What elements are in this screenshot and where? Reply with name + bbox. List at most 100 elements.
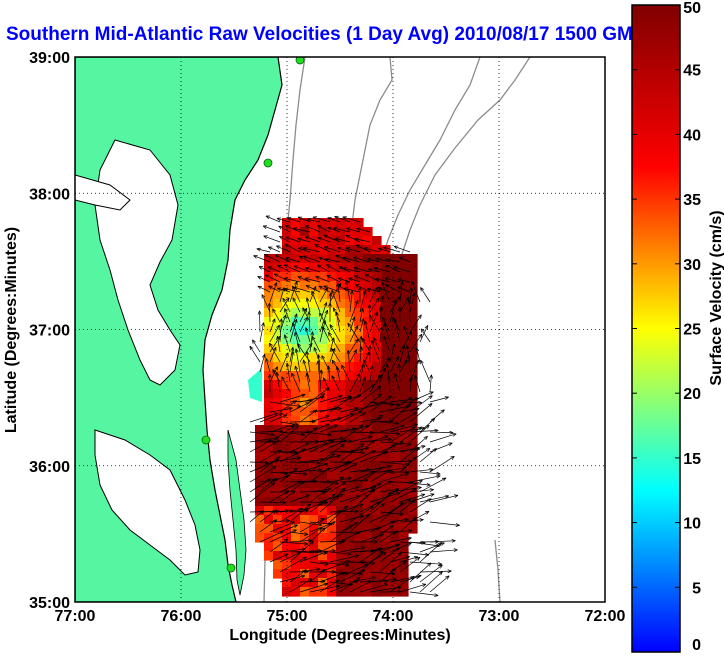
velocity-vector-head [373,267,378,271]
velocity-vector-head [394,344,396,349]
velocity-cell [273,380,283,390]
velocity-vector-head [311,421,316,424]
velocity-vector [339,522,358,533]
velocity-vector-head [277,265,281,269]
velocity-vector [379,401,400,406]
velocity-vector-head [261,322,264,327]
velocity-cell [309,371,319,381]
velocity-cell [300,425,310,435]
velocity-cell [363,488,373,498]
velocity-vector-head [275,372,278,377]
velocity-vector-head [292,490,296,495]
velocity-vector-head [394,373,396,378]
velocity-vector-head [276,440,281,444]
velocity-cell [309,353,319,363]
velocity-vector-head [416,576,420,580]
velocity-vector [409,541,440,547]
velocity-vector-head [321,527,326,530]
velocity-vector [306,373,311,393]
velocity-vector [429,431,454,434]
velocity-vector-head [368,268,372,272]
velocity-vector-head [325,415,330,419]
velocity-cell [282,416,292,426]
velocity-vector-head [285,236,289,241]
velocity-vector [282,297,291,313]
velocity-vector-head [396,492,401,496]
velocity-vector-head [447,569,452,572]
velocity-vector-head [436,475,441,479]
velocity-vector-head [372,384,376,389]
velocity-vector [279,352,289,373]
velocity-vector-head [302,448,306,453]
velocity-vector [299,517,325,533]
velocity-cell [390,479,400,489]
velocity-vector-head [333,227,337,231]
velocity-vector [429,456,455,473]
velocity-vector [279,394,306,403]
velocity-vector-head [328,302,331,307]
velocity-cell [291,227,301,237]
velocity-vector-head [304,317,308,321]
velocity-cell [408,461,418,471]
velocity-cell [399,416,409,426]
velocity-vector-head [427,498,432,500]
velocity-cell [318,380,328,390]
velocity-cell [291,272,301,282]
velocity-cell [345,308,355,318]
velocity-vector-head [377,393,382,396]
velocity-vector-head [273,509,277,514]
velocity-vector-head [292,400,297,402]
velocity-cell [390,515,400,525]
velocity-vector [337,247,351,253]
velocity-cell [327,542,337,552]
velocity-cell [336,515,346,525]
velocity-vector-head [426,484,431,487]
velocity-vector-head [441,542,445,546]
velocity-vector-head [383,552,387,556]
velocity-cell [264,470,274,480]
velocity-vector [265,215,281,223]
velocity-vector-head [316,460,321,464]
velocity-vector [319,443,345,463]
velocity-vector-head [420,287,422,292]
velocity-vector-head [359,503,364,508]
velocity-vector-head [396,433,401,436]
velocity-vector-head [365,447,370,451]
velocity-vector [279,575,305,583]
velocity-vector-head [371,489,376,491]
velocity-vector-head [316,264,320,269]
velocity-cell [300,542,310,552]
velocity-cell [354,416,364,426]
velocity-vector-head [282,314,287,319]
velocity-cell [318,344,328,354]
velocity-vector-head [451,538,456,542]
velocity-vector-head [333,307,337,311]
velocity-vector [272,369,281,383]
velocity-cell [408,326,418,336]
velocity-vector-head [301,434,306,437]
velocity-vector-head [334,406,338,410]
velocity-cell [318,479,328,489]
velocity-vector [349,403,379,413]
velocity-cell [363,227,373,237]
velocity-cell [381,326,391,336]
radar-station-marker [263,158,273,168]
velocity-cell [390,461,400,471]
velocity-cell [327,569,337,579]
velocity-cell [282,578,292,588]
velocity-cell [354,470,364,480]
velocity-vector-head [405,470,410,473]
velocity-vector-head [447,570,452,574]
velocity-cell [381,290,391,300]
velocity-cell [372,425,382,435]
velocity-vector-head [339,494,344,498]
velocity-cell [399,569,409,579]
velocity-vector-head [265,215,269,220]
velocity-vector-head [267,302,270,307]
velocity-vector-head [293,313,298,317]
velocity-vector [304,225,321,233]
velocity-vector-head [334,237,339,239]
velocity-cell [318,443,328,453]
velocity-vector [319,540,343,553]
velocity-vector-head [304,267,309,271]
